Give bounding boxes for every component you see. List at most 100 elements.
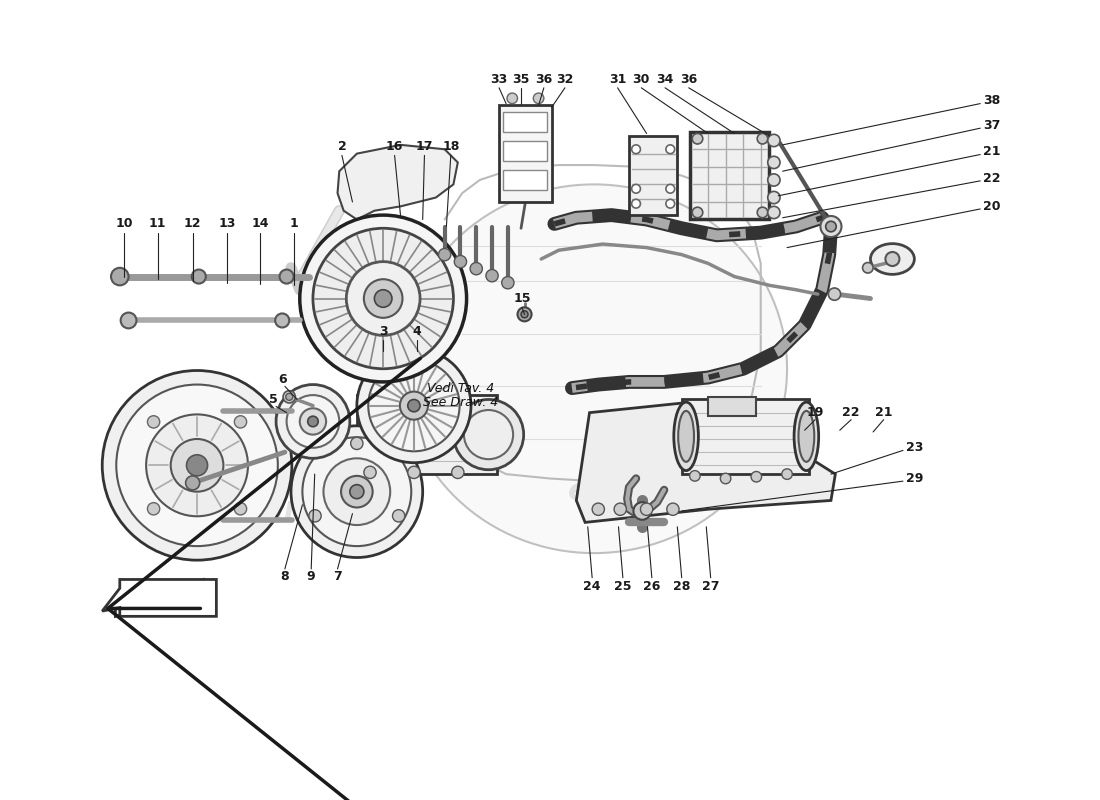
Circle shape [408, 466, 420, 478]
Circle shape [507, 93, 517, 104]
Circle shape [408, 399, 420, 412]
Circle shape [470, 262, 483, 275]
Circle shape [356, 349, 471, 462]
Ellipse shape [870, 244, 914, 274]
Circle shape [821, 216, 842, 237]
Circle shape [368, 360, 460, 451]
Text: 37: 37 [982, 119, 1000, 132]
Circle shape [692, 134, 703, 144]
Text: 33: 33 [491, 73, 508, 86]
Text: 12: 12 [184, 218, 201, 230]
Circle shape [191, 270, 206, 283]
Text: 35: 35 [513, 73, 530, 86]
Circle shape [634, 502, 651, 520]
Polygon shape [576, 399, 835, 522]
Circle shape [234, 416, 246, 428]
Circle shape [146, 414, 248, 516]
Circle shape [502, 277, 514, 289]
Circle shape [826, 222, 836, 232]
Text: 23: 23 [905, 442, 923, 454]
Text: Vedi Tav. 4: Vedi Tav. 4 [427, 382, 494, 394]
Circle shape [751, 471, 761, 482]
Circle shape [517, 307, 531, 322]
Circle shape [287, 395, 339, 448]
Circle shape [592, 503, 604, 515]
Circle shape [782, 469, 792, 479]
Text: 1: 1 [289, 218, 298, 230]
Circle shape [341, 476, 373, 507]
Circle shape [279, 270, 294, 283]
Text: 36: 36 [680, 73, 697, 86]
Text: 27: 27 [702, 580, 719, 593]
Circle shape [300, 215, 466, 382]
Circle shape [768, 174, 780, 186]
Ellipse shape [674, 402, 698, 470]
Circle shape [464, 410, 513, 459]
Circle shape [666, 184, 674, 193]
Text: 19: 19 [806, 406, 824, 419]
Circle shape [666, 145, 674, 154]
Circle shape [631, 184, 640, 193]
Circle shape [312, 228, 453, 369]
Text: 32: 32 [557, 73, 573, 86]
Text: 25: 25 [614, 580, 631, 593]
Circle shape [631, 199, 640, 208]
Text: 18: 18 [442, 140, 460, 153]
Circle shape [768, 156, 780, 169]
Text: eurospares: eurospares [568, 477, 760, 506]
Circle shape [828, 288, 840, 300]
Circle shape [323, 458, 390, 525]
Text: 6: 6 [278, 373, 286, 386]
Text: 14: 14 [252, 218, 270, 230]
Text: 28: 28 [673, 580, 691, 593]
Circle shape [121, 313, 136, 328]
Ellipse shape [794, 402, 818, 470]
Circle shape [862, 262, 873, 273]
Circle shape [614, 503, 626, 515]
Circle shape [640, 503, 652, 515]
Circle shape [300, 408, 326, 434]
Circle shape [350, 485, 364, 498]
Circle shape [186, 476, 200, 490]
Circle shape [102, 370, 292, 560]
Circle shape [234, 502, 246, 515]
Text: 2: 2 [338, 140, 346, 153]
Bar [499, 106, 552, 202]
Circle shape [283, 390, 296, 403]
Text: 29: 29 [905, 472, 923, 485]
Bar [504, 170, 548, 190]
Circle shape [631, 145, 640, 154]
Circle shape [346, 262, 420, 335]
Text: 26: 26 [644, 580, 660, 593]
Text: 5: 5 [270, 393, 278, 406]
Polygon shape [116, 579, 204, 616]
Text: 21: 21 [874, 406, 892, 419]
Circle shape [400, 391, 428, 420]
Text: 22: 22 [843, 406, 860, 419]
Bar [356, 395, 497, 474]
Circle shape [768, 134, 780, 146]
Text: 38: 38 [982, 94, 1000, 107]
Text: See Draw. 4: See Draw. 4 [422, 396, 498, 409]
Circle shape [393, 510, 405, 522]
Circle shape [364, 466, 376, 478]
Circle shape [690, 470, 700, 481]
Circle shape [692, 207, 703, 218]
Circle shape [521, 311, 528, 318]
Bar [708, 397, 757, 416]
Text: 20: 20 [982, 200, 1000, 213]
Bar [504, 142, 548, 161]
Text: 34: 34 [657, 73, 673, 86]
Circle shape [275, 314, 289, 327]
Circle shape [170, 439, 223, 492]
Circle shape [286, 394, 293, 400]
Text: 16: 16 [386, 140, 404, 153]
Text: 7: 7 [333, 570, 342, 583]
Circle shape [439, 249, 451, 261]
Circle shape [667, 503, 679, 515]
Circle shape [147, 416, 160, 428]
Text: 30: 30 [632, 73, 650, 86]
Circle shape [309, 510, 321, 522]
Text: 10: 10 [116, 218, 133, 230]
Circle shape [534, 93, 543, 104]
